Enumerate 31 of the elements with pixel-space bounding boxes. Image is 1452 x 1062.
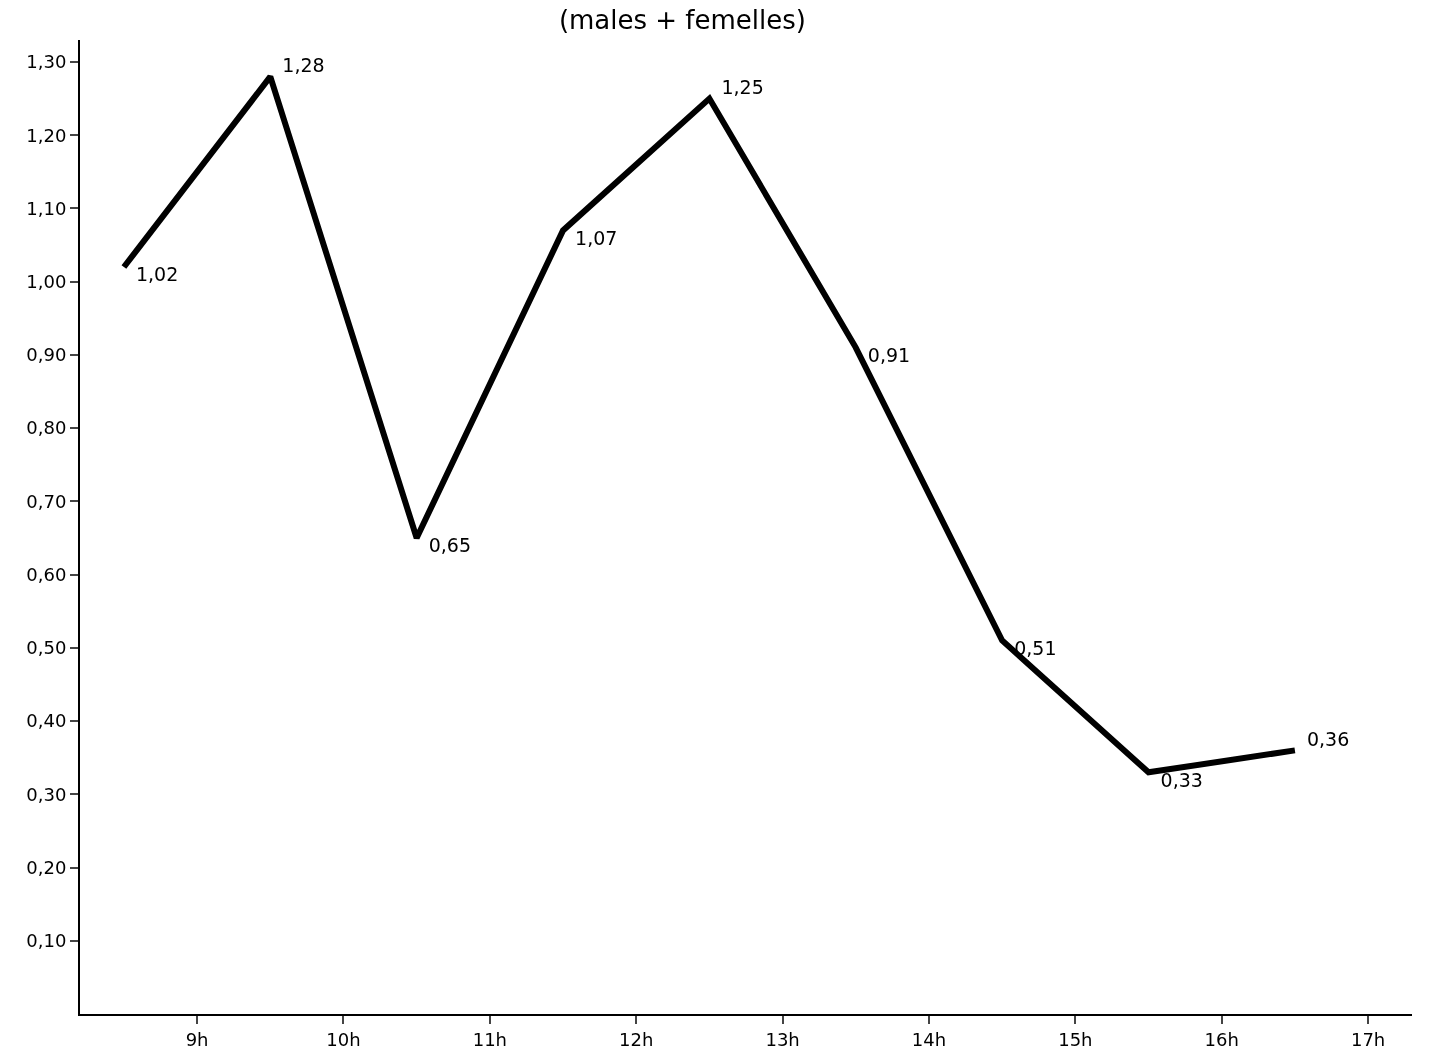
data-label: 1,28	[270, 53, 325, 76]
y-tick-label: 0,50	[26, 637, 67, 659]
x-tick-label: 14h	[911, 1028, 947, 1050]
y-tick-label: 0,70	[26, 490, 67, 512]
x-tick-label: 16h	[1204, 1028, 1239, 1050]
x-tick-label: 17h	[1350, 1028, 1386, 1050]
y-tick-label: 0,10	[26, 930, 67, 952]
y-tick-label: 1,00	[26, 270, 67, 292]
data-label: 0,36	[1294, 727, 1350, 750]
y-tick-label: 0,30	[26, 783, 67, 805]
y-tick-label: 0,90	[26, 344, 67, 366]
y-tick-label: 0,80	[26, 417, 67, 439]
y-tick-label: 1,10	[26, 197, 67, 219]
x-tick-label: 15h	[1058, 1028, 1093, 1050]
data-label: 0,65	[416, 534, 472, 557]
x-tick-label: 12h	[619, 1028, 654, 1050]
data-label: 1,07	[563, 226, 618, 249]
x-tick-label: 11h	[472, 1028, 508, 1050]
data-label: 0,33	[1148, 768, 1203, 791]
x-tick-label: 9h	[185, 1028, 209, 1050]
data-label: 1,25	[709, 75, 764, 98]
y-tick-label: 0,60	[26, 563, 67, 585]
y-tick-label: 0,20	[26, 856, 67, 878]
data-label: 1,02	[123, 263, 179, 286]
chart-title: (males + femelles)	[558, 4, 806, 35]
data-label: 0,91	[855, 343, 911, 366]
x-tick-label: 13h	[765, 1028, 800, 1050]
y-tick-label: 1,20	[26, 124, 67, 146]
y-tick-label: 1,30	[26, 51, 67, 73]
x-tick-label: 10h	[326, 1028, 361, 1050]
y-tick-label: 0,40	[26, 710, 67, 732]
